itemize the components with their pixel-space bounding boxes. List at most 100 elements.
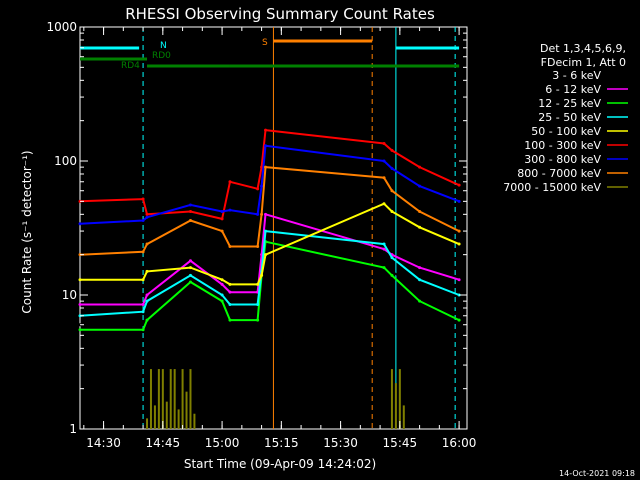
- series-point: [390, 166, 394, 170]
- x-tick-label: 15:30: [323, 436, 358, 450]
- series-point: [418, 184, 422, 188]
- series-point: [457, 183, 461, 187]
- state-bar-label: S: [262, 38, 268, 48]
- series-point: [145, 269, 149, 273]
- series-point: [220, 282, 224, 286]
- state-bar-label: N: [160, 41, 167, 51]
- series-point: [260, 212, 264, 216]
- series-point: [228, 282, 232, 286]
- series-point: [228, 208, 232, 212]
- state-bar-label: RD0: [152, 51, 171, 61]
- series-point: [141, 310, 145, 314]
- series-point: [457, 278, 461, 282]
- series-point: [382, 176, 386, 180]
- series-point: [188, 259, 192, 263]
- series-point: [228, 290, 232, 294]
- series-point: [145, 242, 149, 246]
- series-point: [382, 247, 386, 251]
- series-point: [220, 278, 224, 282]
- series-point: [457, 318, 461, 322]
- series-point: [256, 187, 260, 191]
- series-point: [256, 318, 260, 322]
- x-tick-label: 14:30: [86, 436, 121, 450]
- x-tick-label: 15:00: [205, 436, 240, 450]
- series-point: [228, 318, 232, 322]
- series-point: [145, 318, 149, 322]
- series-point: [418, 209, 422, 213]
- state-bars: N RD4 RD0 S: [80, 38, 460, 71]
- timestamp-footer: 14-Oct-2021 09:18: [559, 469, 635, 478]
- series-point: [78, 302, 82, 306]
- series-point: [382, 142, 386, 146]
- series-point: [141, 250, 145, 254]
- series-point: [145, 212, 149, 216]
- series-point: [256, 302, 260, 306]
- series-point: [228, 245, 232, 249]
- series-point: [145, 215, 149, 219]
- series-lines: [78, 128, 461, 429]
- series-point: [141, 328, 145, 332]
- series-point: [141, 197, 145, 201]
- x-axis-label: Start Time (09-Apr-09 14:24:02): [184, 457, 376, 471]
- series-point: [188, 266, 192, 270]
- series-point: [390, 256, 394, 260]
- series-point: [141, 302, 145, 306]
- series-point: [390, 189, 394, 193]
- series-point: [188, 203, 192, 207]
- series-point: [264, 128, 268, 132]
- x-tick-label: 14:45: [146, 436, 181, 450]
- legend-item-label: 800 - 7000 keV: [517, 167, 601, 180]
- series-point: [145, 314, 149, 318]
- series-point: [256, 212, 260, 216]
- legend-item-label: 3 - 6 keV: [552, 69, 601, 82]
- series-point: [145, 299, 149, 303]
- series-point: [228, 180, 232, 184]
- series-point: [457, 242, 461, 246]
- series-point: [382, 262, 386, 266]
- series-point: [78, 328, 82, 332]
- y-tick-label: 10: [62, 288, 77, 302]
- series-point: [220, 299, 224, 303]
- series-point: [457, 199, 461, 203]
- series-point: [264, 229, 268, 233]
- legend-header-line: FDecim 1, Att 0: [541, 56, 626, 69]
- legend-item-label: 100 - 300 keV: [524, 139, 601, 152]
- series-point: [260, 273, 264, 277]
- legend-item-label: 7000 - 15000 keV: [503, 181, 601, 194]
- series-point: [418, 266, 422, 270]
- series-point: [390, 269, 394, 273]
- series-point: [390, 273, 394, 277]
- legend: Det 1,3,4,5,6,9,FDecim 1, Att 03 - 6 keV…: [503, 42, 628, 194]
- legend-item-label: 300 - 800 keV: [524, 153, 601, 166]
- series-point: [188, 273, 192, 277]
- series-point: [418, 287, 422, 291]
- series-point: [382, 266, 386, 270]
- series-point: [382, 242, 386, 246]
- series-point: [188, 285, 192, 289]
- legend-item-label: 25 - 50 keV: [538, 111, 601, 124]
- legend-item-label: 12 - 25 keV: [538, 97, 601, 110]
- series-point: [256, 282, 260, 286]
- series-point: [220, 293, 224, 297]
- series-point: [260, 165, 264, 169]
- vertical-markers: [142, 27, 456, 429]
- series-point: [256, 245, 260, 249]
- series-point: [264, 212, 268, 216]
- legend-item-label: 50 - 100 keV: [531, 125, 601, 138]
- series-point: [418, 165, 422, 169]
- series-point: [457, 306, 461, 310]
- series-point: [141, 278, 145, 282]
- y-tick-label: 1000: [46, 20, 77, 34]
- axes: 14:30 14:45 15:00 15:15 15:30 15:45 16:00 1 10 10…: [46, 20, 476, 450]
- series-point: [382, 202, 386, 206]
- series-point: [78, 278, 82, 282]
- y-tick-label: 100: [54, 154, 77, 168]
- series-point: [390, 148, 394, 152]
- series-point: [228, 302, 232, 306]
- series-point: [260, 184, 264, 188]
- chart-title: RHESSI Observing Summary Count Rates: [125, 5, 435, 23]
- series-point: [418, 299, 422, 303]
- series-point: [78, 222, 82, 226]
